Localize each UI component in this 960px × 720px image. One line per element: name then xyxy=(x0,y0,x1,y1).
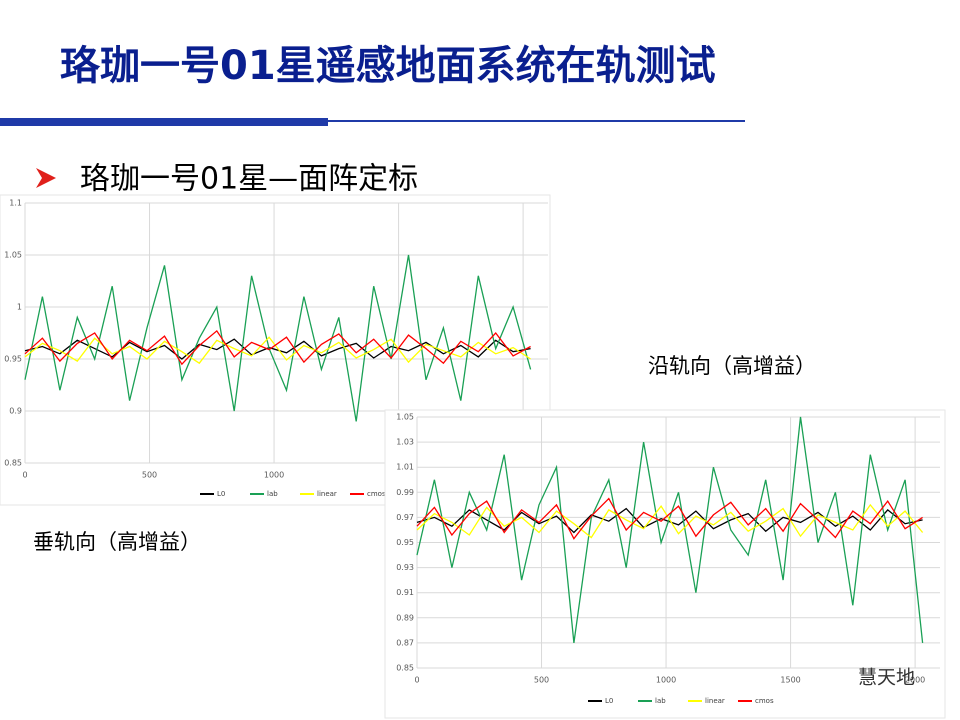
y-tick-label: 1.03 xyxy=(396,438,414,447)
chart-along-track: 0.85 0.87 0.89 0.91 0.93 0.95 0.97 0.99 1.01 1.03… xyxy=(384,409,946,719)
x-tick-label: 1500 xyxy=(780,676,800,685)
series-line xyxy=(416,503,924,539)
y-tick-label: 0.95 xyxy=(396,538,414,547)
y-tick-label: 1.05 xyxy=(396,413,414,422)
legend-label: linear xyxy=(705,697,725,705)
legend-label: L0 xyxy=(605,697,613,705)
bullet-arrow xyxy=(36,168,56,188)
series-line xyxy=(24,254,532,422)
y-tick-label: 0.93 xyxy=(396,563,414,572)
legend-label: lab xyxy=(655,697,666,705)
x-tick-label: 0 xyxy=(22,471,27,480)
caption: 垂轨向（高增益） xyxy=(33,530,201,554)
y-tick-label: 0.97 xyxy=(396,513,414,522)
y-tick-label: 0.89 xyxy=(396,613,414,622)
y-tick-label: 0.85 xyxy=(396,664,414,673)
y-tick-label: 0.91 xyxy=(396,588,414,597)
y-tick-label: 1.05 xyxy=(4,251,22,260)
x-tick-label: 500 xyxy=(534,676,549,685)
series-line xyxy=(416,497,923,540)
x-tick-label: 500 xyxy=(142,471,157,480)
y-tick-label: 0.87 xyxy=(396,638,414,647)
series-line xyxy=(24,329,531,366)
chart-background xyxy=(384,409,946,719)
x-tick-label: 0 xyxy=(414,676,419,685)
legend-label: cmos xyxy=(367,490,386,498)
bullet-text: 珞珈一号01星—面阵定标 xyxy=(80,162,418,197)
series-line xyxy=(416,416,924,643)
y-tick-label: 1.01 xyxy=(396,463,414,472)
series-line xyxy=(24,336,531,365)
title-bar xyxy=(0,118,328,126)
y-tick-label: 0.85 xyxy=(4,459,22,468)
y-tick-label: 0.95 xyxy=(4,355,22,364)
watermark: 慧天地 xyxy=(858,667,915,689)
legend-label: lab xyxy=(267,490,278,498)
x-tick-label: 1000 xyxy=(264,471,284,480)
legend-label: linear xyxy=(317,490,337,498)
y-tick-label: 1 xyxy=(17,303,22,312)
caption: 沿轨向（高增益） xyxy=(648,354,816,378)
y-tick-label: 0.9 xyxy=(9,407,22,416)
x-tick-label: 2000 xyxy=(905,676,925,685)
legend-label: cmos xyxy=(755,697,774,705)
slide-title: 珞珈一号01星遥感地面系统在轨测试 xyxy=(60,43,716,89)
x-tick-label: 1000 xyxy=(656,676,676,685)
legend-label: L0 xyxy=(217,490,225,498)
y-tick-label: 0.99 xyxy=(396,488,414,497)
y-tick-label: 1.1 xyxy=(9,199,22,208)
